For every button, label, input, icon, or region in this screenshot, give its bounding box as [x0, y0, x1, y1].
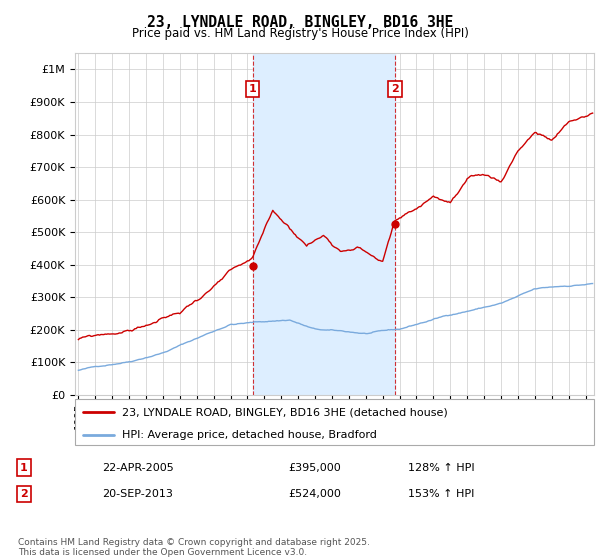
Text: Price paid vs. HM Land Registry's House Price Index (HPI): Price paid vs. HM Land Registry's House …	[131, 27, 469, 40]
Text: 1: 1	[20, 463, 28, 473]
FancyBboxPatch shape	[75, 399, 594, 445]
Text: £524,000: £524,000	[288, 489, 341, 499]
Text: 153% ↑ HPI: 153% ↑ HPI	[408, 489, 475, 499]
Text: 23, LYNDALE ROAD, BINGLEY, BD16 3HE (detached house): 23, LYNDALE ROAD, BINGLEY, BD16 3HE (det…	[122, 407, 448, 417]
Text: 2: 2	[20, 489, 28, 499]
Text: £395,000: £395,000	[288, 463, 341, 473]
Text: 2: 2	[391, 84, 399, 94]
Bar	[253, 53, 395, 395]
Text: HPI: Average price, detached house, Bradford: HPI: Average price, detached house, Brad…	[122, 430, 377, 440]
Text: 1: 1	[248, 84, 256, 94]
Text: 20-SEP-2013: 20-SEP-2013	[102, 489, 173, 499]
Text: Contains HM Land Registry data © Crown copyright and database right 2025.
This d: Contains HM Land Registry data © Crown c…	[18, 538, 370, 557]
Text: 128% ↑ HPI: 128% ↑ HPI	[408, 463, 475, 473]
Text: 23, LYNDALE ROAD, BINGLEY, BD16 3HE: 23, LYNDALE ROAD, BINGLEY, BD16 3HE	[147, 15, 453, 30]
Text: 22-APR-2005: 22-APR-2005	[102, 463, 174, 473]
